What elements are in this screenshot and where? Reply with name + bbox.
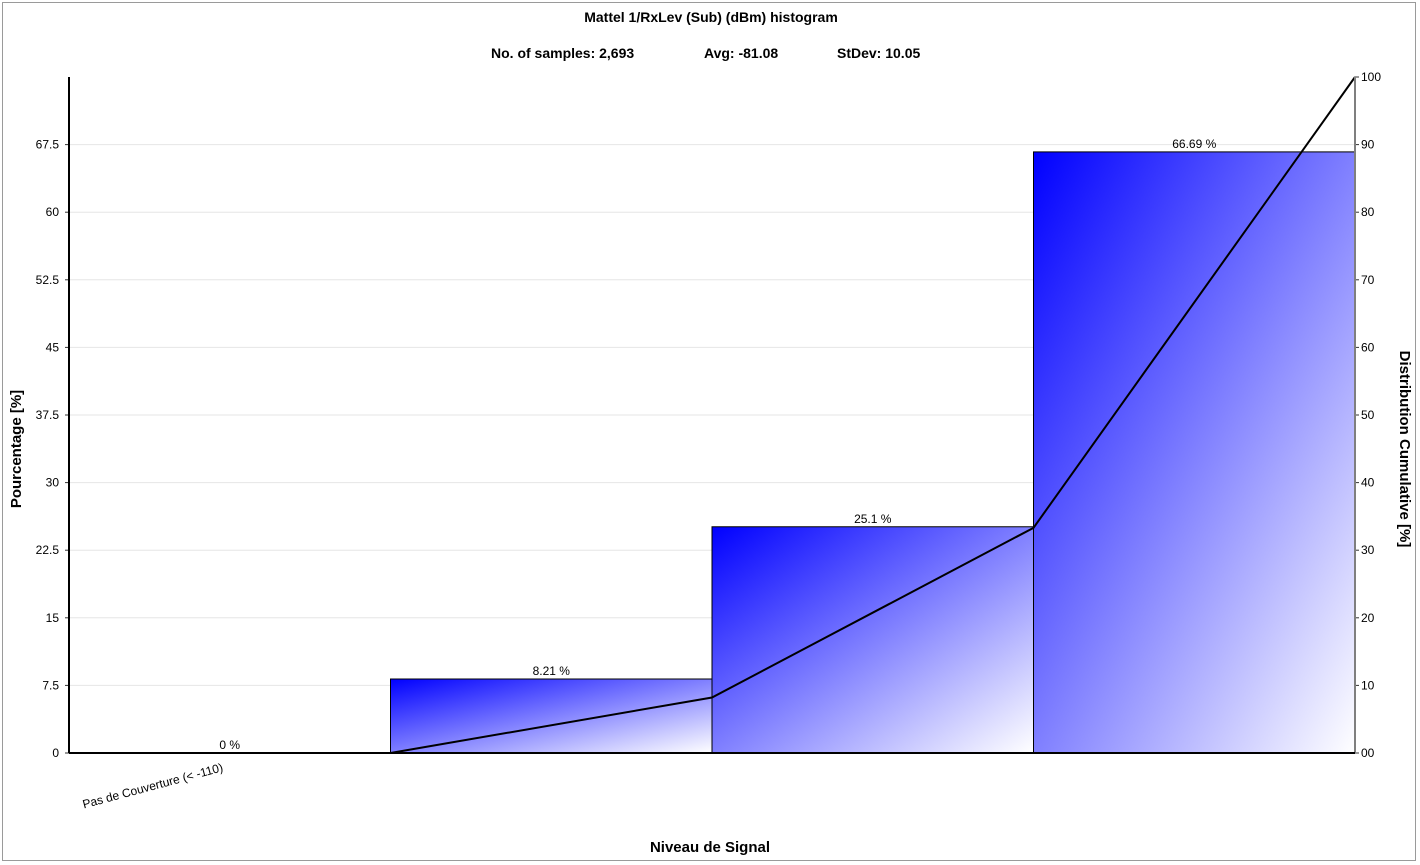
y-tick-label: 67.5 (36, 138, 60, 152)
y-tick-label: 60 (46, 205, 60, 219)
stat-samples: No. of samples: 2,693 (491, 45, 634, 61)
stat-avg: Avg: -81.08 (704, 45, 778, 61)
y-tick-label: 37.5 (36, 408, 60, 422)
y-tick-label: 52.5 (36, 273, 60, 287)
y-axis-title: Pourcentage [%] (8, 390, 25, 508)
y2-tick-label: 80 (1361, 205, 1375, 219)
histogram-bar (390, 678, 713, 754)
y-tick-label: 45 (46, 340, 60, 354)
bars (390, 151, 1356, 754)
stat-stdev: StDev: 10.05 (837, 45, 920, 61)
histogram-chart: Mattel 1/RxLev (Sub) (dBm) histogram No.… (8, 9, 1413, 856)
y2-tick-label: 100 (1361, 70, 1381, 84)
y2-tick-label: 60 (1361, 340, 1375, 354)
cumulative-line (390, 76, 1356, 754)
y2-axis-title: Distribution Cumulative [%] (1396, 351, 1413, 548)
y-tick-label: 15 (46, 611, 60, 625)
y-tick-label: 0 (52, 746, 59, 760)
bar-data-label: 25.1 % (854, 512, 892, 526)
y2-tick-label: 90 (1361, 138, 1375, 152)
y2-tick-label: 00 (1361, 746, 1375, 760)
bar-data-label: 66.69 % (1172, 137, 1216, 151)
y2-tick-label: 70 (1361, 273, 1375, 287)
chart-title: Mattel 1/RxLev (Sub) (dBm) histogram (584, 9, 838, 25)
axes (65, 76, 1359, 754)
y2-tick-label: 50 (1361, 408, 1375, 422)
gridlines (69, 144, 1355, 686)
y-tick-label: 22.5 (36, 543, 60, 557)
cumulative-line-layer (390, 76, 1356, 754)
x-category-label: Pas de Couverture (< -110) (81, 760, 225, 811)
bar-data-label: 8.21 % (533, 664, 571, 678)
y2-tick-label: 10 (1361, 678, 1375, 692)
histogram-bar (1033, 151, 1356, 754)
x-axis-title: Niveau de Signal (650, 839, 770, 856)
y2-tick-label: 30 (1361, 543, 1375, 557)
bar-data-label: 0 % (219, 738, 240, 752)
y2-tick-label: 20 (1361, 611, 1375, 625)
histogram-bar (711, 526, 1034, 754)
y-tick-label: 7.5 (42, 678, 59, 692)
y-tick-label: 30 (46, 476, 60, 490)
y2-tick-label: 40 (1361, 476, 1375, 490)
